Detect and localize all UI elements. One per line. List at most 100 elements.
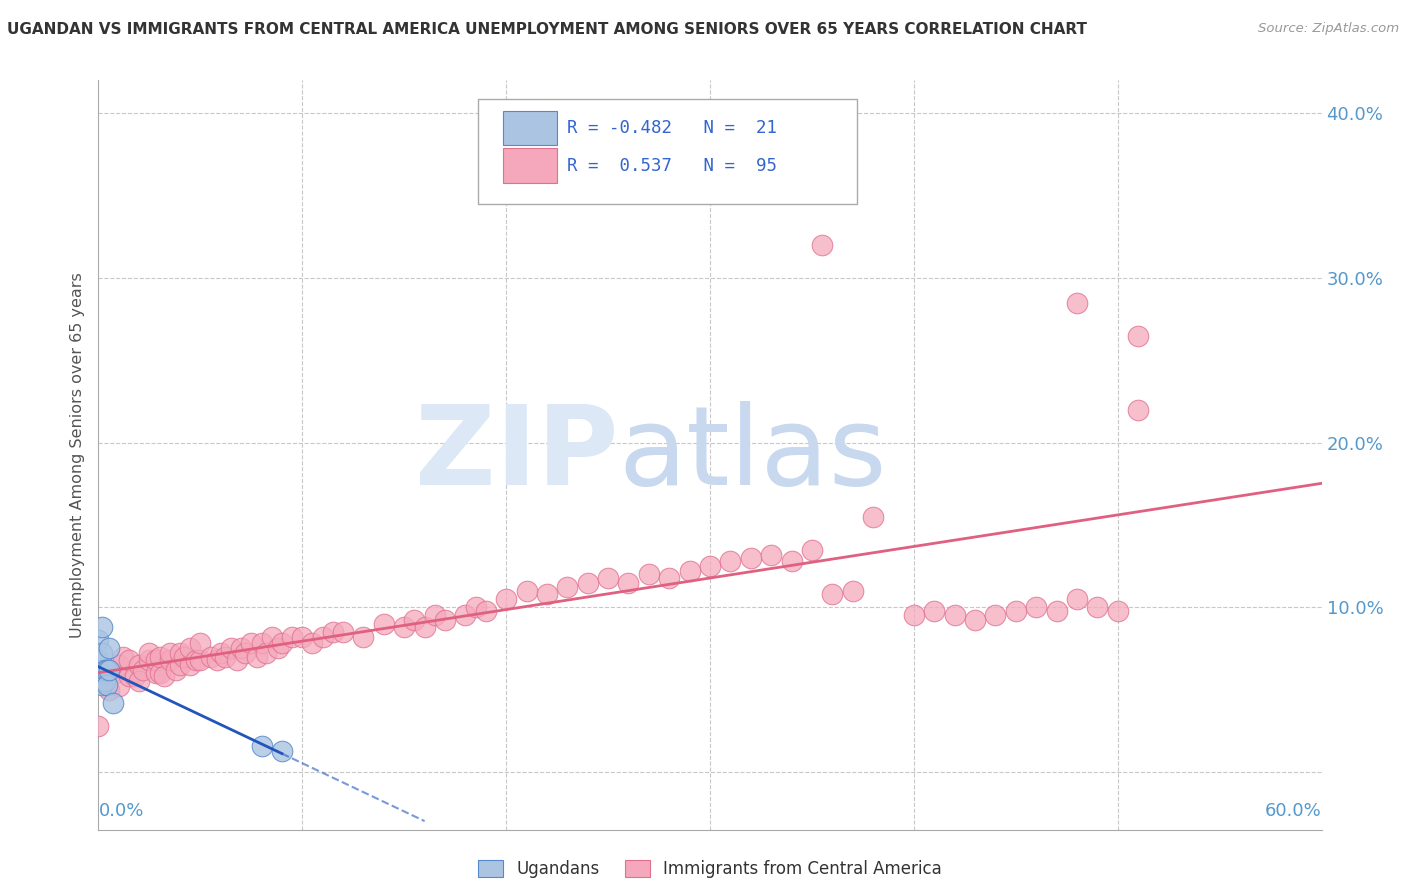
Point (91, 646, 114, 660)
Text: R = -0.482   N =  21: R = -0.482 N = 21 (567, 120, 778, 137)
Point (149, 666, 172, 681)
Point (270, 743, 294, 757)
Point (413, 620, 436, 634)
Point (423, 608, 446, 623)
Point (214, 649, 236, 664)
Point (679, 564, 702, 578)
Point (209, 646, 232, 660)
Point (267, 641, 290, 656)
Point (91, 669, 114, 683)
Point (93, 674, 115, 689)
Point (943, 608, 966, 623)
Point (254, 646, 277, 660)
Point (149, 649, 172, 664)
Point (169, 657, 191, 672)
Point (984, 608, 1007, 623)
Point (89, 669, 111, 683)
Point (118, 669, 141, 683)
Point (862, 509, 884, 524)
Point (312, 630, 335, 644)
Point (138, 646, 160, 660)
Point (108, 657, 131, 672)
Point (1128, 402, 1150, 417)
Point (1128, 328, 1150, 343)
Text: atlas: atlas (619, 401, 887, 508)
Point (87, 719, 110, 733)
Point (801, 542, 824, 557)
Point (173, 649, 195, 664)
Point (965, 614, 987, 628)
Point (205, 653, 228, 667)
Point (89, 673, 111, 687)
Point (322, 624, 344, 639)
Point (93, 663, 115, 677)
Point (903, 608, 925, 623)
Point (454, 608, 477, 623)
FancyBboxPatch shape (478, 99, 856, 204)
Point (434, 614, 457, 628)
Point (922, 603, 945, 617)
Point (536, 587, 558, 601)
Point (1066, 295, 1088, 310)
Point (291, 630, 314, 644)
Point (87, 666, 110, 681)
Point (658, 571, 681, 585)
Point (200, 649, 222, 664)
Y-axis label: Unemployment Among Seniors over 65 years: Unemployment Among Seniors over 65 years (70, 272, 86, 638)
Point (1045, 603, 1069, 617)
Point (132, 663, 155, 677)
Point (128, 674, 150, 689)
Text: ZIP: ZIP (415, 401, 619, 508)
Point (841, 583, 863, 598)
Point (179, 641, 201, 656)
Point (87, 633, 110, 648)
Point (761, 548, 783, 562)
Point (145, 666, 167, 681)
Point (128, 657, 150, 672)
Point (598, 571, 620, 585)
Point (1107, 603, 1129, 617)
Text: 60.0%: 60.0% (1265, 803, 1322, 821)
Point (96, 663, 118, 677)
Point (111, 649, 134, 664)
Point (240, 636, 263, 650)
Point (301, 636, 323, 650)
Point (101, 696, 124, 710)
Point (555, 581, 579, 595)
Point (699, 559, 721, 574)
Point (576, 575, 599, 590)
Point (332, 624, 354, 639)
Point (281, 630, 304, 644)
Point (89, 666, 111, 681)
Text: R =  0.537   N =  95: R = 0.537 N = 95 (567, 157, 778, 175)
Point (821, 587, 844, 601)
Point (246, 649, 269, 664)
Point (165, 663, 187, 677)
Point (97, 682, 120, 697)
Point (495, 592, 517, 607)
Point (179, 657, 201, 672)
Point (124, 669, 146, 683)
Point (1004, 603, 1026, 617)
Text: 0.0%: 0.0% (98, 803, 143, 821)
Point (219, 641, 242, 656)
Point (93, 666, 115, 681)
Text: Source: ZipAtlas.com: Source: ZipAtlas.com (1258, 22, 1399, 36)
Point (250, 739, 273, 753)
Point (188, 636, 212, 650)
Point (91, 620, 114, 634)
Point (617, 575, 640, 590)
Point (740, 550, 762, 565)
Point (145, 653, 167, 667)
Point (811, 238, 834, 252)
Point (118, 653, 141, 667)
Point (97, 641, 120, 656)
Point (404, 614, 426, 628)
Point (352, 630, 374, 644)
Point (233, 646, 256, 660)
Point (464, 600, 486, 615)
Point (97, 663, 120, 677)
Point (516, 583, 538, 598)
Point (91, 678, 114, 692)
Point (188, 653, 212, 667)
